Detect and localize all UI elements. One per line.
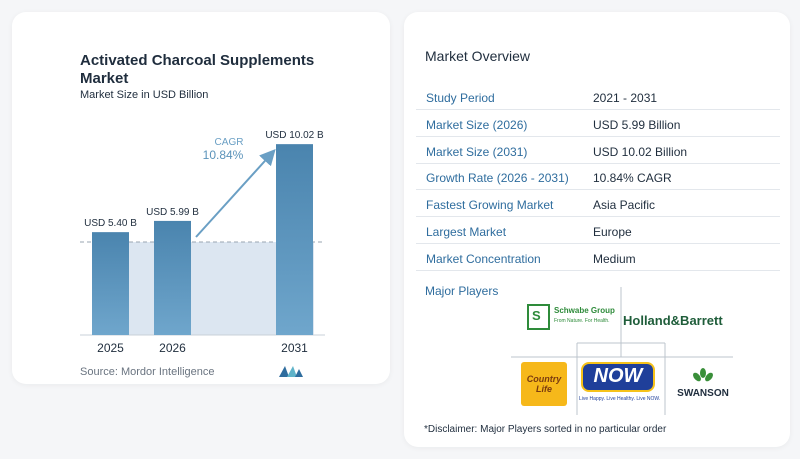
overview-row: Growth Rate (2026 - 2031) 10.84% CAGR	[416, 164, 780, 191]
bar-2026	[154, 220, 191, 335]
cagr-label: CAGR	[215, 137, 244, 148]
overview-row-label: Market Size (2031)	[426, 144, 528, 159]
bar-2025	[92, 232, 129, 335]
overview-row-label: Market Size (2026)	[426, 117, 528, 132]
mordor-logo-icon	[279, 366, 303, 377]
source-note: Source: Mordor Intelligence	[80, 366, 215, 378]
cagr-value: 10.84%	[203, 148, 244, 162]
overview-row-value: USD 5.99 Billion	[593, 117, 681, 132]
bar-2031	[276, 144, 313, 335]
chart-title: Activated Charcoal Supplements Market	[80, 52, 315, 87]
schwabe-tagline: From Nature. For Health.	[554, 318, 610, 324]
country-life-text: Country Life	[526, 374, 562, 394]
overview-row-label: Largest Market	[426, 225, 507, 239]
now-logo: NOW Live Happy. Live Healthy. Live NOW.	[579, 362, 661, 410]
x-tick-label: 2031	[281, 341, 308, 355]
x-tick-label: 2025	[97, 341, 124, 355]
now-text: NOW	[593, 365, 643, 387]
bar-value-label: USD 5.40 B	[84, 218, 137, 229]
players-grid	[511, 287, 733, 415]
overview-row-value: 10.84% CAGR	[593, 171, 672, 186]
disclaimer: *Disclaimer: Major Players sorted in no …	[424, 424, 667, 435]
cagr-arrow	[195, 149, 276, 238]
overview-row: Fastest Growing Market Asia Pacific	[416, 191, 780, 218]
country-life-logo: Country Life	[521, 362, 567, 406]
holland-barrett-logo: Holland&Barrett	[623, 313, 723, 328]
overview-row-value: Asia Pacific	[593, 198, 656, 213]
overview-row-label: Market Concentration	[426, 251, 541, 266]
overview-row-value: Medium	[593, 251, 636, 266]
overview-row: Market Concentration Medium	[416, 245, 780, 271]
bar-value-label: USD 5.99 B	[146, 207, 199, 218]
schwabe-name: Schwabe Group	[554, 306, 615, 315]
overview-title: Market Overview	[425, 48, 531, 64]
overview-row: Market Size (2031) USD 10.02 Billion	[416, 138, 780, 164]
swanson-logo: SWANSON	[671, 368, 735, 408]
now-tagline: Live Happy. Live Healthy. Live NOW.	[579, 396, 661, 402]
overview-row: Market Size (2026) USD 5.99 Billion	[416, 111, 780, 137]
overview-row: Study Period 2021 - 2031	[416, 84, 780, 110]
swanson-leaf-icon	[693, 368, 713, 382]
major-players-title: Major Players	[425, 284, 499, 298]
overview-row-value: USD 10.02 Billion	[593, 144, 688, 159]
overview-row: Largest Market Europe	[416, 218, 780, 244]
overview-row-label: Growth Rate (2026 - 2031)	[426, 171, 569, 186]
bar-value-label: USD 10.02 B	[265, 130, 324, 141]
swanson-text: SWANSON	[677, 388, 729, 399]
overview-row-label: Study Period	[426, 91, 495, 105]
x-tick-label: 2026	[159, 341, 186, 355]
bar-chart: USD 5.40 B 2025 USD 5.99 B 2026 USD 10.02 B 2…	[80, 130, 325, 355]
overview-row-value: 2021 - 2031	[593, 91, 658, 105]
schwabe-group-logo: S Schwabe Group From Nature. For Health.	[527, 304, 617, 334]
now-badge	[581, 362, 655, 392]
overview-row-label: Fastest Growing Market	[426, 198, 554, 213]
overview-row-value: Europe	[593, 225, 632, 239]
schwabe-mark-icon: S	[527, 304, 550, 330]
chart-subtitle: Market Size in USD Billion	[80, 89, 209, 101]
